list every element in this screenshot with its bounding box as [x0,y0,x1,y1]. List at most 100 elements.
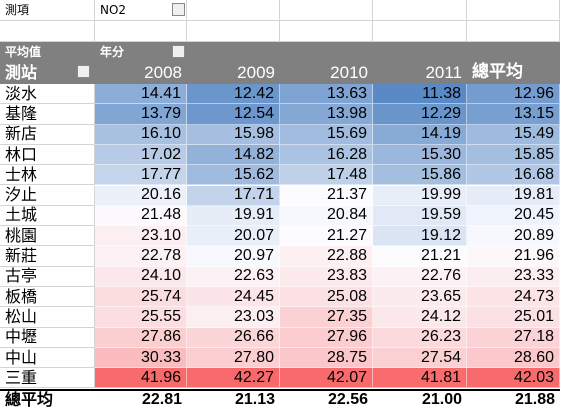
value-cell: 21.21 [373,246,467,267]
total-cell: 21.00 [373,388,467,410]
value-cell: 20.07 [187,226,280,247]
row-label: 古亭 [0,266,95,287]
value-cell: 20.84 [280,205,373,227]
empty-cell [280,21,373,42]
empty-cell [187,21,280,42]
value-cell: 21.27 [280,226,373,247]
row-field: 測站 [0,61,95,84]
value-cell: 24.12 [373,307,467,328]
total-cell: 22.81 [95,388,187,410]
value-cell: 27.18 [467,327,560,348]
value-cell: 20.97 [187,246,280,267]
value-cell: 16.28 [280,144,373,166]
column-filter-button[interactable] [172,45,185,58]
value-cell: 28.75 [280,347,373,369]
value-cell: 22.78 [95,246,187,267]
value-cell: 17.48 [280,165,373,186]
row-label: 板橋 [0,287,95,308]
value-cell: 23.10 [95,226,187,247]
value-cell: 23.03 [187,307,280,328]
value-cell: 15.86 [373,165,467,186]
row-label: 新店 [0,124,95,145]
value-cell: 25.08 [280,287,373,308]
column-field: 年分 [95,42,560,61]
value-cell: 19.59 [373,205,467,227]
row-label: 新莊 [0,246,95,267]
value-cell: 20.16 [95,185,187,206]
column-header: 總平均 [467,61,560,84]
empty-cell [280,0,373,21]
value-cell: 19.99 [373,185,467,206]
value-cell: 24.10 [95,266,187,287]
value-cell: 13.79 [95,104,187,125]
row-label: 中山 [0,347,95,369]
value-cell: 11.38 [373,84,467,105]
value-cell: 26.66 [187,327,280,348]
value-cell: 27.80 [187,347,280,369]
value-cell: 14.19 [373,124,467,145]
value-cell: 15.98 [187,124,280,145]
value-cell: 27.35 [280,307,373,328]
corner-label: 平均值 [0,42,95,61]
value-cell: 22.63 [187,266,280,287]
value-cell: 14.41 [95,84,187,105]
column-header: 2009 [187,61,280,84]
empty-cell [467,0,560,21]
value-cell: 23.65 [373,287,467,308]
value-cell: 21.37 [280,185,373,206]
value-cell: 21.48 [95,205,187,227]
total-cell: 22.56 [280,388,373,410]
value-cell: 13.98 [280,104,373,125]
row-label: 汐止 [0,185,95,206]
row-label: 中壢 [0,327,95,348]
value-cell: 24.45 [187,287,280,308]
row-label: 三重 [0,368,95,389]
column-header: 2010 [280,61,373,84]
empty-cell [373,0,467,21]
empty-cell [95,21,187,42]
value-cell: 15.49 [467,124,560,145]
value-cell: 20.89 [467,226,560,247]
value-cell: 28.60 [467,347,560,369]
value-cell: 15.30 [373,144,467,166]
filter-label: 測項 [0,0,95,21]
value-cell: 25.01 [467,307,560,328]
column-header: 2008 [95,61,187,84]
value-cell: 22.76 [373,266,467,287]
value-cell: 12.96 [467,84,560,105]
row-label: 基隆 [0,104,95,125]
value-cell: 19.81 [467,185,560,206]
value-cell: 27.54 [373,347,467,369]
value-cell: 23.33 [467,266,560,287]
value-cell: 42.07 [280,368,373,389]
filter-value: NO2 [95,0,187,21]
filter-dropdown[interactable] [172,3,185,16]
value-cell: 23.83 [280,266,373,287]
row-label: 士林 [0,165,95,186]
value-cell: 27.96 [280,327,373,348]
value-cell: 26.23 [373,327,467,348]
row-label: 淡水 [0,84,95,105]
value-cell: 24.73 [467,287,560,308]
value-cell: 14.82 [187,144,280,166]
total-label: 總平均 [0,388,95,410]
empty-cell [373,21,467,42]
value-cell: 25.74 [95,287,187,308]
value-cell: 12.29 [373,104,467,125]
value-cell: 16.68 [467,165,560,186]
empty-cell [467,21,560,42]
row-filter-button[interactable] [77,65,90,78]
total-cell: 21.88 [467,388,560,410]
value-cell: 12.54 [187,104,280,125]
row-label: 林口 [0,144,95,166]
column-header: 2011 [373,61,467,84]
value-cell: 12.42 [187,84,280,105]
row-label: 土城 [0,205,95,227]
value-cell: 13.15 [467,104,560,125]
value-cell: 15.62 [187,165,280,186]
total-cell: 21.13 [187,388,280,410]
value-cell: 30.33 [95,347,187,369]
value-cell: 41.81 [373,368,467,389]
value-cell: 22.88 [280,246,373,267]
value-cell: 27.86 [95,327,187,348]
